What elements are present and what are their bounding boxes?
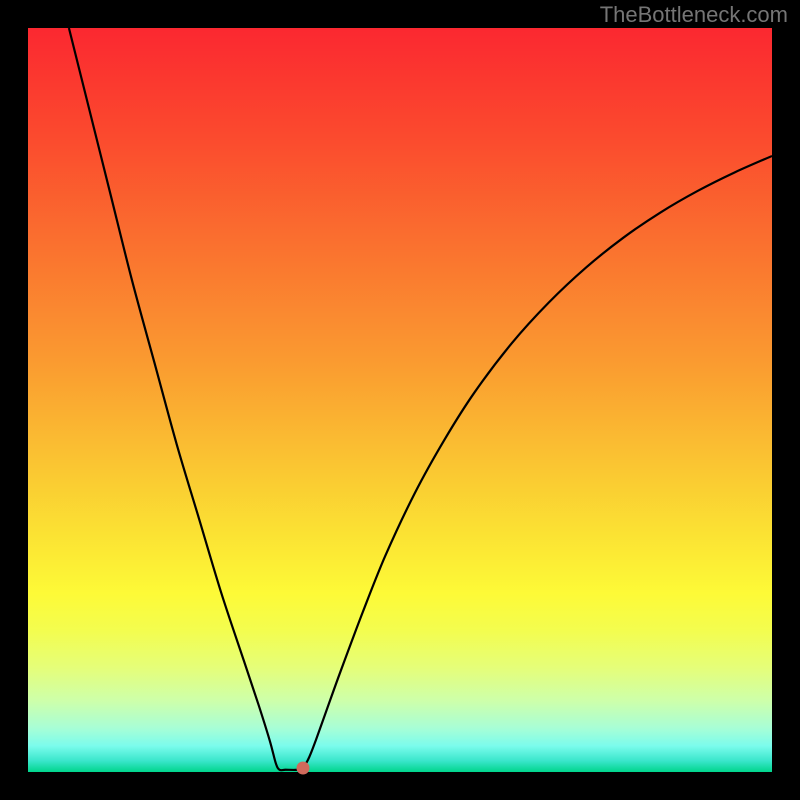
bottleneck-curve <box>28 28 772 772</box>
watermark-text: TheBottleneck.com <box>600 2 788 28</box>
chart-frame: TheBottleneck.com <box>0 0 800 800</box>
plot-area <box>28 28 772 772</box>
optimal-point-marker <box>297 761 310 774</box>
